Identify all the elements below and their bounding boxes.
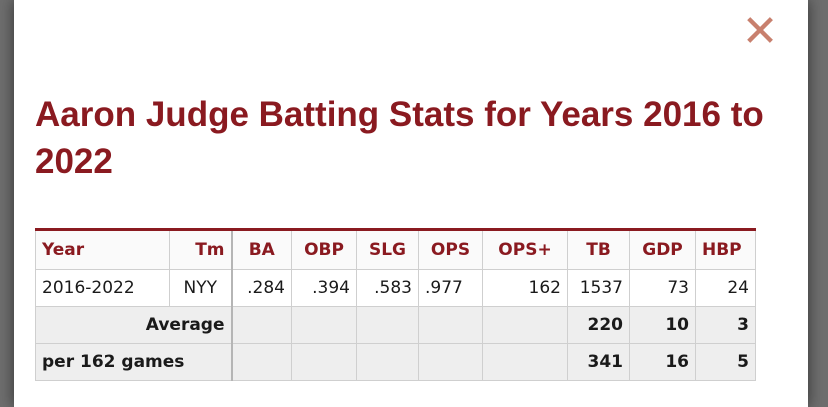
- average-tb: 220: [567, 306, 630, 344]
- cell-gdp: 73: [629, 269, 696, 307]
- average-label: Average: [35, 306, 233, 344]
- cell-ops: .977: [418, 269, 483, 307]
- cell-slg: .583: [356, 269, 419, 307]
- stats-table-container[interactable]: Year Tm BA OBP SLG OPS OPS+ TB GDP HBP 2…: [35, 228, 808, 407]
- stats-modal: ✕ Aaron Judge Batting Stats for Years 20…: [14, 0, 808, 407]
- cell-year: 2016-2022: [35, 269, 170, 307]
- header-ba[interactable]: BA: [231, 228, 292, 270]
- per162-hbp: 5: [695, 343, 756, 381]
- header-tb[interactable]: TB: [567, 228, 630, 270]
- cell-hbp: 24: [695, 269, 756, 307]
- cell-ops-plus: 162: [482, 269, 568, 307]
- header-gdp[interactable]: GDP: [629, 228, 696, 270]
- average-ops: [418, 306, 483, 344]
- per162-ops: [418, 343, 483, 381]
- table-header-row: Year Tm BA OBP SLG OPS OPS+ TB GDP HBP: [35, 228, 756, 270]
- per162-tb: 341: [567, 343, 630, 381]
- modal-title: Aaron Judge Batting Stats for Years 2016…: [35, 95, 764, 181]
- average-ops-plus: [482, 306, 568, 344]
- average-slg: [356, 306, 419, 344]
- average-obp: [291, 306, 357, 344]
- per162-ba: [231, 343, 292, 381]
- header-slg[interactable]: SLG: [356, 228, 419, 270]
- per162-obp: [291, 343, 357, 381]
- header-tm[interactable]: Tm: [169, 228, 233, 270]
- average-ba: [231, 306, 292, 344]
- cell-tm: NYY: [169, 269, 233, 307]
- cell-obp: .394: [291, 269, 357, 307]
- header-ops[interactable]: OPS: [418, 228, 483, 270]
- header-ops-plus[interactable]: OPS+: [482, 228, 568, 270]
- average-gdp: 10: [629, 306, 696, 344]
- table-row: 2016-2022 NYY .284 .394 .583 .977 162 15…: [35, 269, 756, 307]
- per162-ops-plus: [482, 343, 568, 381]
- per162-label: per 162 games: [35, 343, 233, 381]
- per162-gdp: 16: [629, 343, 696, 381]
- cell-tb: 1537: [567, 269, 630, 307]
- per162-slg: [356, 343, 419, 381]
- header-year[interactable]: Year: [35, 228, 170, 270]
- header-obp[interactable]: OBP: [291, 228, 357, 270]
- header-hbp[interactable]: HBP: [695, 228, 756, 270]
- cell-ba: .284: [231, 269, 292, 307]
- close-icon[interactable]: ✕: [741, 6, 779, 57]
- average-hbp: 3: [695, 306, 756, 344]
- per162-row: per 162 games 341 16 5: [35, 343, 756, 381]
- batting-stats-table: Year Tm BA OBP SLG OPS OPS+ TB GDP HBP 2…: [35, 228, 756, 381]
- average-row: Average 220 10 3: [35, 306, 756, 344]
